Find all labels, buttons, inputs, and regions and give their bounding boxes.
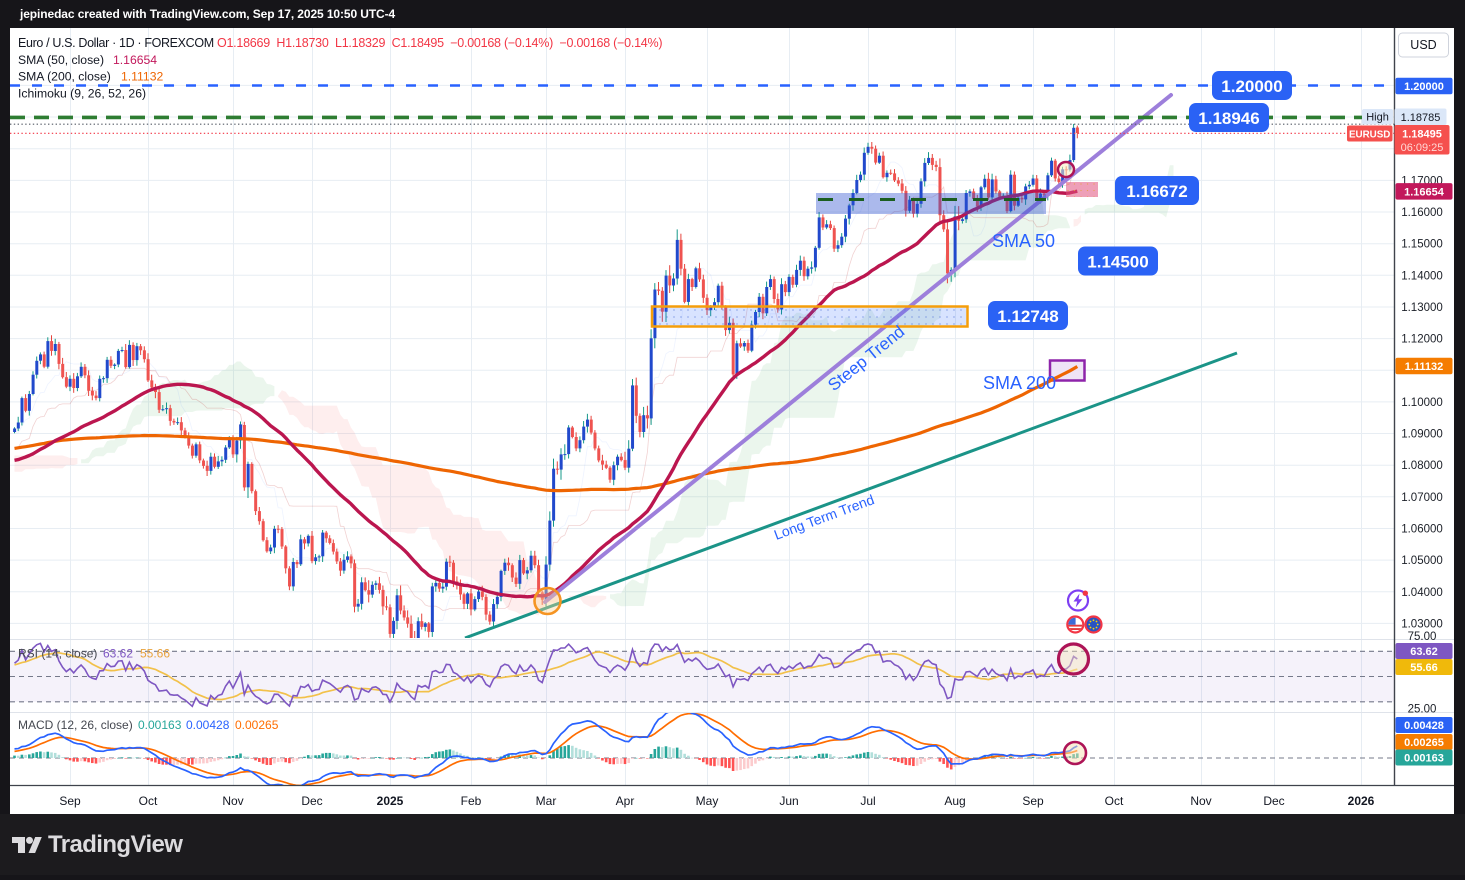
svg-text:1.16672: 1.16672	[1126, 182, 1187, 201]
svg-text:2025: 2025	[377, 794, 404, 808]
svg-text:55.66: 55.66	[140, 647, 170, 661]
svg-text:1.16654: 1.16654	[113, 53, 157, 67]
svg-text:1.04000: 1.04000	[1401, 587, 1443, 599]
svg-text:1.18946: 1.18946	[1198, 109, 1259, 128]
svg-text:Euro / U.S. Dollar · 1D · FORE: Euro / U.S. Dollar · 1D · FOREXCOM	[18, 36, 214, 50]
svg-text:1.12000: 1.12000	[1401, 334, 1443, 346]
svg-text:RSI (14, close): RSI (14, close)	[18, 647, 97, 661]
svg-text:Aug: Aug	[944, 794, 965, 808]
svg-text:1.11132: 1.11132	[1405, 361, 1444, 373]
svg-text:63.62: 63.62	[1410, 646, 1438, 658]
svg-text:SMA 200: SMA 200	[983, 373, 1056, 393]
svg-text:1.14000: 1.14000	[1401, 270, 1443, 282]
svg-text:0.00428: 0.00428	[1404, 720, 1444, 732]
svg-text:25.00: 25.00	[1408, 704, 1437, 716]
svg-text:May: May	[696, 794, 719, 808]
svg-text:1.14500: 1.14500	[1087, 253, 1148, 272]
svg-text:1.20000: 1.20000	[1221, 77, 1282, 96]
svg-text:SMA 50: SMA 50	[992, 231, 1055, 251]
svg-text:1.07000: 1.07000	[1401, 492, 1443, 504]
svg-text:SMA (50, close): SMA (50, close)	[18, 53, 104, 67]
svg-text:Dec: Dec	[301, 794, 322, 808]
svg-text:55.66: 55.66	[1410, 662, 1438, 674]
svg-text:1.13000: 1.13000	[1401, 302, 1443, 314]
svg-text:Oct: Oct	[1105, 794, 1124, 808]
svg-text:1.11132: 1.11132	[121, 70, 163, 84]
svg-text:1.20000: 1.20000	[1404, 81, 1444, 93]
svg-text:Nov: Nov	[1190, 794, 1211, 808]
svg-text:1.18785: 1.18785	[1401, 112, 1441, 124]
svg-text:1.18495: 1.18495	[1402, 129, 1442, 141]
svg-text:1.15000: 1.15000	[1401, 239, 1443, 251]
svg-text:TradingView: TradingView	[48, 831, 183, 858]
svg-text:SMA (200, close): SMA (200, close)	[18, 70, 111, 84]
svg-text:0.00265: 0.00265	[1404, 737, 1444, 749]
svg-text:0.00163: 0.00163	[138, 718, 182, 732]
svg-text:0.00265: 0.00265	[235, 718, 279, 732]
svg-text:63.62: 63.62	[103, 647, 133, 661]
svg-text:1.09000: 1.09000	[1401, 429, 1443, 441]
svg-text:1.12748: 1.12748	[997, 307, 1058, 326]
svg-text:1.03000: 1.03000	[1401, 618, 1443, 630]
svg-text:2026: 2026	[1348, 794, 1375, 808]
svg-text:High: High	[1366, 112, 1389, 124]
svg-text:75.00: 75.00	[1408, 631, 1437, 643]
svg-text:Jul: Jul	[860, 794, 875, 808]
svg-text:Ichimoku (9, 26, 52, 26): Ichimoku (9, 26, 52, 26)	[18, 87, 146, 101]
svg-text:USD: USD	[1410, 38, 1436, 52]
svg-text:0.00163: 0.00163	[1404, 753, 1444, 765]
svg-text:0.00428: 0.00428	[186, 718, 230, 732]
svg-text:1.10000: 1.10000	[1401, 397, 1443, 409]
svg-text:06:09:25: 06:09:25	[1401, 142, 1444, 154]
svg-text:1.08000: 1.08000	[1401, 460, 1443, 472]
svg-text:Jun: Jun	[779, 794, 798, 808]
svg-text:MACD (12, 26, close): MACD (12, 26, close)	[18, 718, 133, 732]
svg-text:1.05000: 1.05000	[1401, 555, 1443, 567]
svg-text:1.16000: 1.16000	[1401, 207, 1443, 219]
svg-text:Oct: Oct	[139, 794, 158, 808]
svg-text:Nov: Nov	[222, 794, 243, 808]
svg-text:O1.18669 H1.18730 L1.18329: O1.18669 H1.18730 L1.18329 C1.18495 −0.0…	[217, 36, 662, 50]
svg-text:Sep: Sep	[59, 794, 81, 808]
svg-text:1.16654: 1.16654	[1404, 186, 1445, 198]
svg-text:EURUSD: EURUSD	[1349, 129, 1390, 140]
svg-text:Mar: Mar	[536, 794, 557, 808]
svg-text:Apr: Apr	[616, 794, 635, 808]
svg-text:Sep: Sep	[1022, 794, 1044, 808]
svg-text:Feb: Feb	[461, 794, 482, 808]
svg-text:Dec: Dec	[1263, 794, 1284, 808]
svg-text:1.06000: 1.06000	[1401, 524, 1443, 536]
